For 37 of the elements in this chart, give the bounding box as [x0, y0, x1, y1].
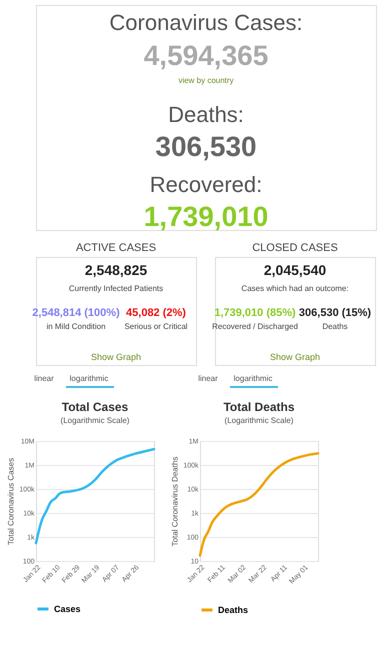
text: Show Graph [90, 352, 142, 362]
text: Deaths: [168, 102, 244, 127]
y-axis-title: Total Coronavirus Deaths [170, 456, 180, 546]
line-series [198, 452, 320, 557]
text: Show Graph [270, 352, 320, 362]
text: CLOSED CASES [252, 242, 338, 254]
text: Serious or Critical [124, 322, 188, 331]
legend-label: Deaths [218, 605, 248, 615]
text: linear [198, 374, 218, 383]
text: 2,548,814 (100%) [32, 307, 120, 319]
text: Recovered / Discharged [212, 322, 298, 331]
legend-label: Cases [54, 604, 81, 614]
chart-subtitle: (Logarithmic Scale) [60, 416, 130, 425]
chart-title: Total Deaths [223, 400, 295, 414]
text: logarithmic [234, 374, 272, 383]
text: Deaths [322, 322, 348, 331]
text: 2,548,825 [84, 262, 148, 278]
line-series [34, 448, 156, 544]
text: Coronavirus Cases: [109, 10, 303, 35]
text: Cases which had an outcome: [241, 284, 349, 293]
text: 1,739,010 [144, 201, 268, 232]
text: 306,530 (15%) [298, 307, 372, 319]
text: 45,082 (2%) [126, 307, 186, 319]
text: ACTIVE CASES [76, 242, 156, 254]
y-axis-title: Total Coronavirus Cases [6, 458, 16, 546]
text: view by country [178, 76, 234, 85]
text: linear [34, 374, 54, 383]
text: Recovered: [150, 172, 262, 197]
chart-subtitle: (Logarithmic Scale) [224, 416, 294, 425]
text: 4,594,365 [144, 40, 268, 71]
text: 1,739,010 (85%) [214, 307, 296, 319]
chart-title: Total Cases [62, 400, 129, 414]
text: 2,045,540 [264, 262, 326, 278]
text: 306,530 [155, 131, 257, 162]
text: Currently Infected Patients [68, 284, 164, 293]
text: logarithmic [70, 374, 108, 383]
text: in Mild Condition [46, 322, 106, 331]
